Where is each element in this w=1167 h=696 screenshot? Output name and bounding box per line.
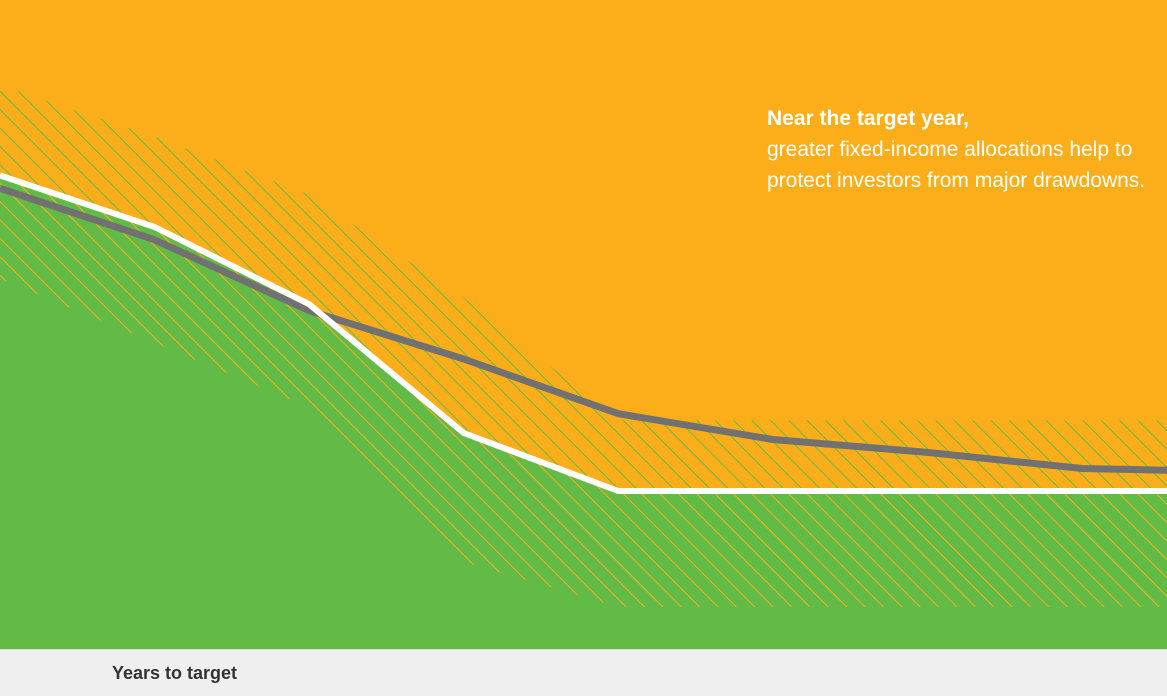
range-band-upper <box>0 85 1167 491</box>
x-axis-band: Years to target <box>0 649 1167 696</box>
glide-path-chart <box>0 0 1167 652</box>
annotation-body: greater fixed-income allocations help to… <box>767 138 1146 192</box>
series-line-upper <box>0 184 1167 474</box>
series-line-lower <box>0 172 1167 494</box>
annotation-headline: Near the target year, <box>767 107 969 130</box>
chart-annotation: Near the target year, greater fixed-inco… <box>767 103 1157 196</box>
x-axis-label: Years to target <box>112 663 238 683</box>
